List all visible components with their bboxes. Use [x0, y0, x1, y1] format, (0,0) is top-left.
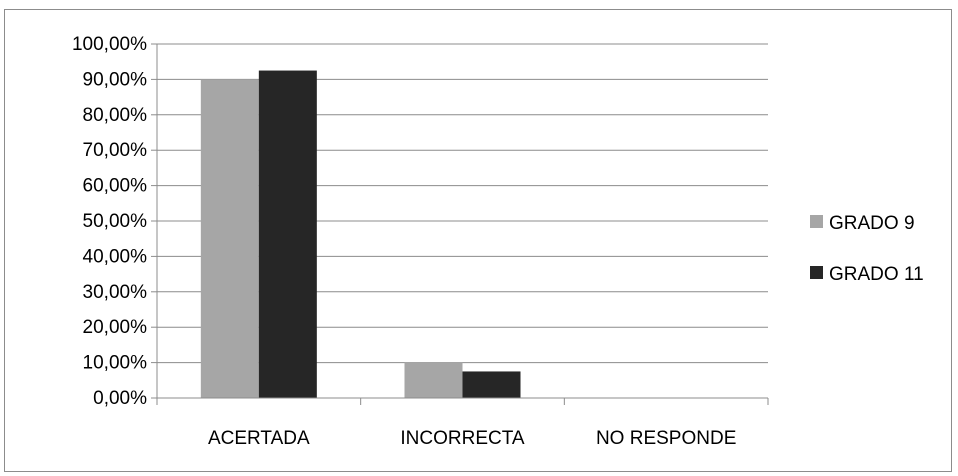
bar-grado-11: [462, 371, 521, 398]
y-tick-label: 30,00%: [83, 282, 148, 303]
y-tick-label: 40,00%: [83, 246, 148, 267]
y-tick-label: 80,00%: [83, 105, 148, 126]
bar-grado-9: [200, 79, 259, 399]
legend: GRADO 9 GRADO 11: [810, 213, 924, 285]
y-tick-label: 20,00%: [83, 317, 148, 338]
y-tick-label: 10,00%: [83, 353, 148, 374]
y-tick-label: 90,00%: [83, 69, 148, 90]
x-axis: [156, 44, 769, 405]
bar-grado-11: [258, 70, 317, 399]
legend-swatch: [810, 215, 823, 228]
y-axis-tick-labels: 0,00% 10,00% 20,00% 30,00% 40,00% 50,00% 60,00…: [72, 34, 157, 409]
bars: [200, 70, 521, 399]
y-tick-label: 60,00%: [83, 176, 148, 197]
x-category-label: ACERTADA: [208, 428, 310, 449]
y-tick-label: 50,00%: [83, 211, 148, 232]
y-tick-label: 100,00%: [72, 34, 147, 55]
x-axis-category-labels: ACERTADA INCORRECTA NO RESPONDE: [208, 428, 736, 449]
x-category-label: INCORRECTA: [400, 428, 525, 449]
legend-label: GRADO 11: [829, 264, 924, 285]
y-tick-label: 0,00%: [93, 388, 147, 409]
y-tick-label: 70,00%: [83, 140, 148, 161]
x-category-label: NO RESPONDE: [596, 428, 736, 449]
legend-swatch: [810, 266, 823, 279]
legend-label: GRADO 9: [829, 213, 915, 234]
bar-grado-9: [404, 362, 463, 398]
